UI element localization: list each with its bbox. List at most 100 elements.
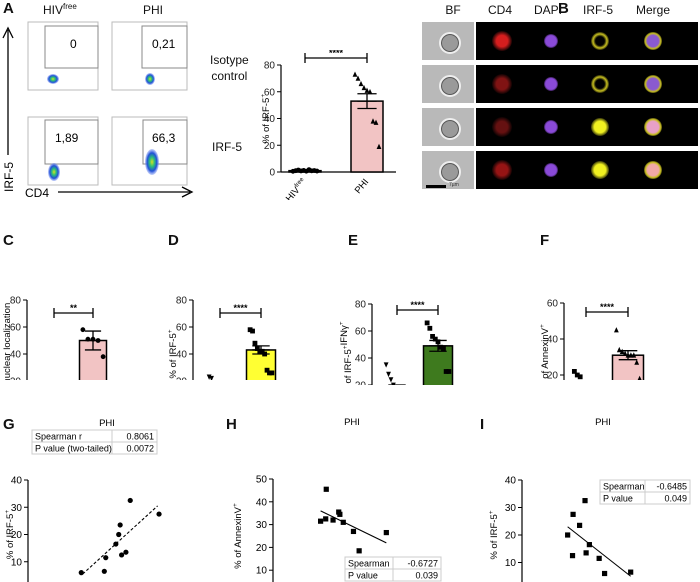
fluorescence-images (476, 65, 698, 103)
y-axis-label: % of IRF-5+ (167, 329, 179, 378)
imaging-row (422, 151, 698, 189)
cell-population (48, 163, 60, 181)
data-point (364, 87, 370, 93)
data-point (376, 143, 382, 149)
gate-value: 0,21 (152, 37, 176, 51)
data-point (252, 340, 258, 346)
stats-label: P value (348, 571, 378, 581)
data-point (267, 370, 272, 376)
data-point (427, 325, 433, 331)
significance-stars: **** (233, 303, 248, 313)
flow-y-axis-label: IRF-5 (2, 162, 16, 192)
data-point (113, 541, 119, 547)
flow-row-label-isotype: Isotype control (210, 53, 249, 83)
cell-population (47, 74, 59, 84)
y-tick-label: 60 (264, 87, 276, 98)
data-point (569, 553, 576, 559)
data-point (631, 352, 637, 358)
chart-irf5-bar: 0 20 40 60 80 % of IRF-5+ HIVfree PHI **** (260, 50, 396, 200)
data-point (582, 498, 588, 504)
y-tick-label: 10 (256, 566, 268, 577)
significance-stars: **** (600, 302, 615, 312)
data-point (355, 75, 361, 81)
data-point (432, 336, 438, 342)
y-tick-label: 40 (176, 350, 188, 361)
data-point (314, 168, 320, 174)
data-point (622, 350, 628, 356)
flow-plot-phi-irf5: 66,3 (111, 116, 188, 186)
y-tick-label: 60 (547, 299, 559, 310)
bar-1 (422, 345, 454, 385)
data-point (254, 346, 260, 351)
y-tick-label: 40 (256, 497, 268, 508)
gate-value: 1,89 (55, 131, 79, 145)
flow-col-header-phi: PHI (143, 3, 164, 17)
data-point (117, 522, 123, 528)
data-point (340, 519, 346, 525)
merge-image (644, 161, 662, 179)
data-point (101, 568, 107, 574)
y-tick-label: 20 (547, 371, 559, 381)
flow-plot-phi-isotype: 0,21 (111, 21, 188, 91)
stats-label: P value (603, 494, 633, 504)
significance-stars: ** (70, 303, 78, 313)
data-point (634, 359, 640, 365)
brightfield-image (422, 22, 474, 60)
fluorescence-images (476, 108, 698, 146)
data-point (264, 367, 270, 373)
data-point (95, 338, 101, 343)
merge-image (644, 118, 662, 136)
data-point (250, 328, 255, 334)
data-point (565, 532, 571, 538)
data-point (269, 370, 275, 376)
data-point (90, 336, 96, 342)
chart-title: PHI (344, 417, 360, 428)
significance-stars: **** (410, 300, 425, 310)
y-axis-label: % of AnnexinV+ (539, 324, 551, 380)
panel-label-h: H (226, 416, 237, 433)
y-tick-label: 20 (256, 543, 268, 554)
data-point (127, 497, 133, 504)
cd4-stain-image (492, 160, 512, 180)
irf5-stain-image (591, 161, 609, 179)
flow-col-header-hivfree: HIVfree (43, 2, 77, 17)
irf5-stain-image (591, 32, 609, 50)
data-point (123, 549, 129, 555)
data-point (570, 511, 576, 517)
data-point (330, 517, 336, 523)
stats-label: Spearman (348, 559, 390, 569)
imaging-header-cd4: CD4 (487, 3, 512, 17)
data-point (424, 320, 430, 326)
imaging-header-bf: BF (445, 3, 461, 17)
data-point (259, 348, 265, 354)
bar-1 (350, 100, 384, 173)
panel-label-c: C (3, 232, 14, 249)
y-tick-label: 10 (11, 557, 23, 568)
y-tick-label: 40 (11, 476, 23, 487)
chart-scatter-g: PHI01020304001020304050% of AnnexinV+% o… (4, 418, 162, 582)
x-tick-label: PHI (353, 177, 372, 196)
flow-cytometry-plots: IRF-5 CD4 0 0,21 1,89 66,3 (2, 21, 194, 200)
imaging-header-irf5: IRF-5 (583, 3, 613, 17)
stats-value: -0.6727 (407, 559, 438, 569)
cell-population (145, 149, 159, 175)
stats-value: 0.039 (415, 571, 438, 581)
data-point (361, 84, 367, 91)
brightfield-image (422, 151, 474, 189)
data-point (370, 118, 376, 124)
y-axis-label: % of nuclear localization (2, 303, 13, 380)
gate-box (44, 119, 99, 165)
stats-label: P value (two-tailed) (35, 444, 112, 454)
y-tick-label: 60 (355, 327, 367, 338)
data-point (571, 369, 577, 374)
gate-box (141, 25, 188, 69)
dapi-stain-image (544, 77, 558, 91)
data-point (443, 369, 449, 374)
y-tick-label: 60 (176, 323, 188, 334)
y-tick-label: 20 (355, 381, 367, 386)
stats-label: Spearman (603, 482, 645, 492)
data-point (352, 71, 358, 77)
